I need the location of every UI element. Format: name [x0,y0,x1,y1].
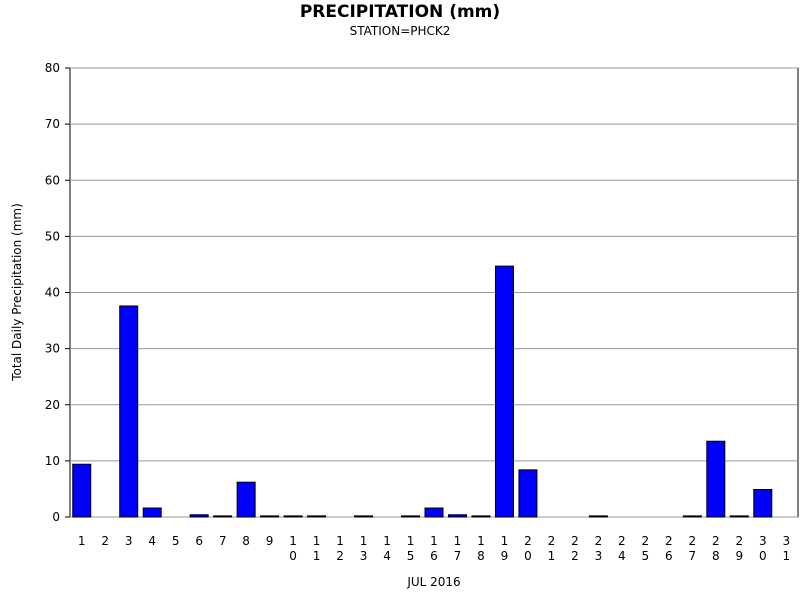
bar [213,515,233,518]
bar [753,488,773,518]
bar [518,469,538,518]
chart-title: PRECIPITATION (mm) [300,2,500,22]
bar [729,515,749,518]
bar [682,515,702,518]
x-tick-label: 5 [172,534,180,548]
bar [260,515,280,518]
y-tick-label: 30 [45,342,60,356]
bar [119,305,139,518]
x-tick-label: 9 [266,534,274,548]
bar [401,515,421,518]
y-tick-label: 50 [45,229,60,243]
bar [588,515,608,518]
bar [424,507,444,518]
bar [142,507,162,518]
x-tick-label: 1 [78,534,86,548]
x-tick-label: 7 [219,534,227,548]
bar [447,514,467,518]
y-tick-label: 20 [45,398,60,412]
y-axis-label: Total Daily Precipitation (mm) [10,203,24,382]
chart-subtitle: STATION=PHCK2 [350,24,451,38]
bar [189,514,209,518]
y-tick-label: 40 [45,286,60,300]
x-tick-label: 4 [148,534,156,548]
bar [72,463,92,518]
bar [283,515,303,518]
bar [354,515,374,518]
x-tick-label: 8 [242,534,250,548]
y-tick-label: 70 [45,117,60,131]
x-tick-label: 3 [125,534,133,548]
bar [494,265,514,518]
y-tick-label: 10 [45,454,60,468]
bar [307,515,327,518]
bar [706,440,726,518]
x-tick-label: 6 [195,534,203,548]
bar [471,515,491,518]
x-axis-label: JUL 2016 [406,575,460,589]
y-tick-label: 0 [52,510,60,524]
y-tick-label: 60 [45,173,60,187]
x-tick-label: 2 [101,534,109,548]
y-tick-label: 80 [45,61,60,75]
bar [236,481,256,518]
